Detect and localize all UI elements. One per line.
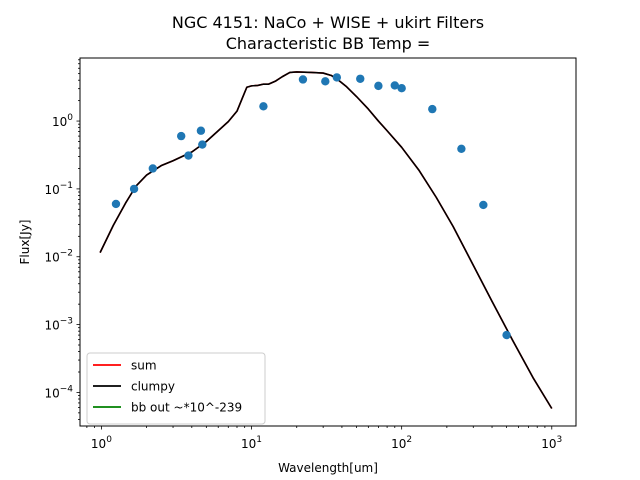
data-point bbox=[374, 81, 383, 91]
data-point bbox=[196, 126, 206, 135]
data-point bbox=[390, 81, 399, 90]
legend-label: sum bbox=[131, 359, 157, 373]
data-point bbox=[111, 199, 121, 209]
data-point bbox=[332, 73, 342, 82]
data-point bbox=[177, 131, 186, 141]
axes-frame bbox=[79, 57, 577, 427]
chart-title: NGC 4151: NaCo + WISE + ukirt Filters bbox=[172, 13, 484, 32]
chart-subtitle: Characteristic BB Temp = bbox=[226, 34, 431, 53]
data-point bbox=[356, 74, 365, 83]
plot-area bbox=[79, 57, 577, 427]
data-point bbox=[479, 200, 488, 210]
data-point bbox=[457, 144, 466, 153]
data-point bbox=[502, 330, 511, 340]
x-axis-label: Wavelength[um] bbox=[278, 461, 378, 475]
y-tick-label: 10−4 bbox=[44, 384, 73, 400]
data-point bbox=[428, 104, 437, 114]
legend: sum clumpy bb out ~*10^-239 bbox=[86, 352, 266, 425]
data-point bbox=[397, 84, 406, 93]
series-line-clumpy bbox=[99, 71, 553, 409]
data-point bbox=[298, 75, 308, 84]
data-point bbox=[259, 102, 268, 111]
x-tick-label: 102 bbox=[391, 435, 412, 451]
data-point bbox=[184, 151, 193, 160]
y-tick-label: 10−3 bbox=[44, 317, 73, 333]
legend-box bbox=[86, 352, 266, 425]
series-group bbox=[99, 71, 553, 409]
y-tick-label: 10−2 bbox=[44, 249, 73, 265]
legend-label: bb out ~*10^-239 bbox=[131, 401, 242, 415]
data-point bbox=[321, 77, 330, 86]
axis-ticks: 100 101 102 103 10−4 10−3 10−2 10−1 100 bbox=[44, 59, 562, 451]
x-tick-label: 101 bbox=[241, 435, 262, 451]
y-tick-label: 100 bbox=[52, 113, 73, 129]
y-tick-label: 10−1 bbox=[44, 181, 73, 197]
y-axis-label: Flux[Jy] bbox=[18, 220, 32, 265]
data-point bbox=[129, 184, 139, 194]
x-tick-label: 103 bbox=[541, 435, 562, 451]
legend-label: clumpy bbox=[131, 380, 175, 394]
data-point bbox=[198, 140, 207, 149]
data-point bbox=[148, 164, 158, 173]
x-tick-label: 100 bbox=[91, 435, 112, 451]
